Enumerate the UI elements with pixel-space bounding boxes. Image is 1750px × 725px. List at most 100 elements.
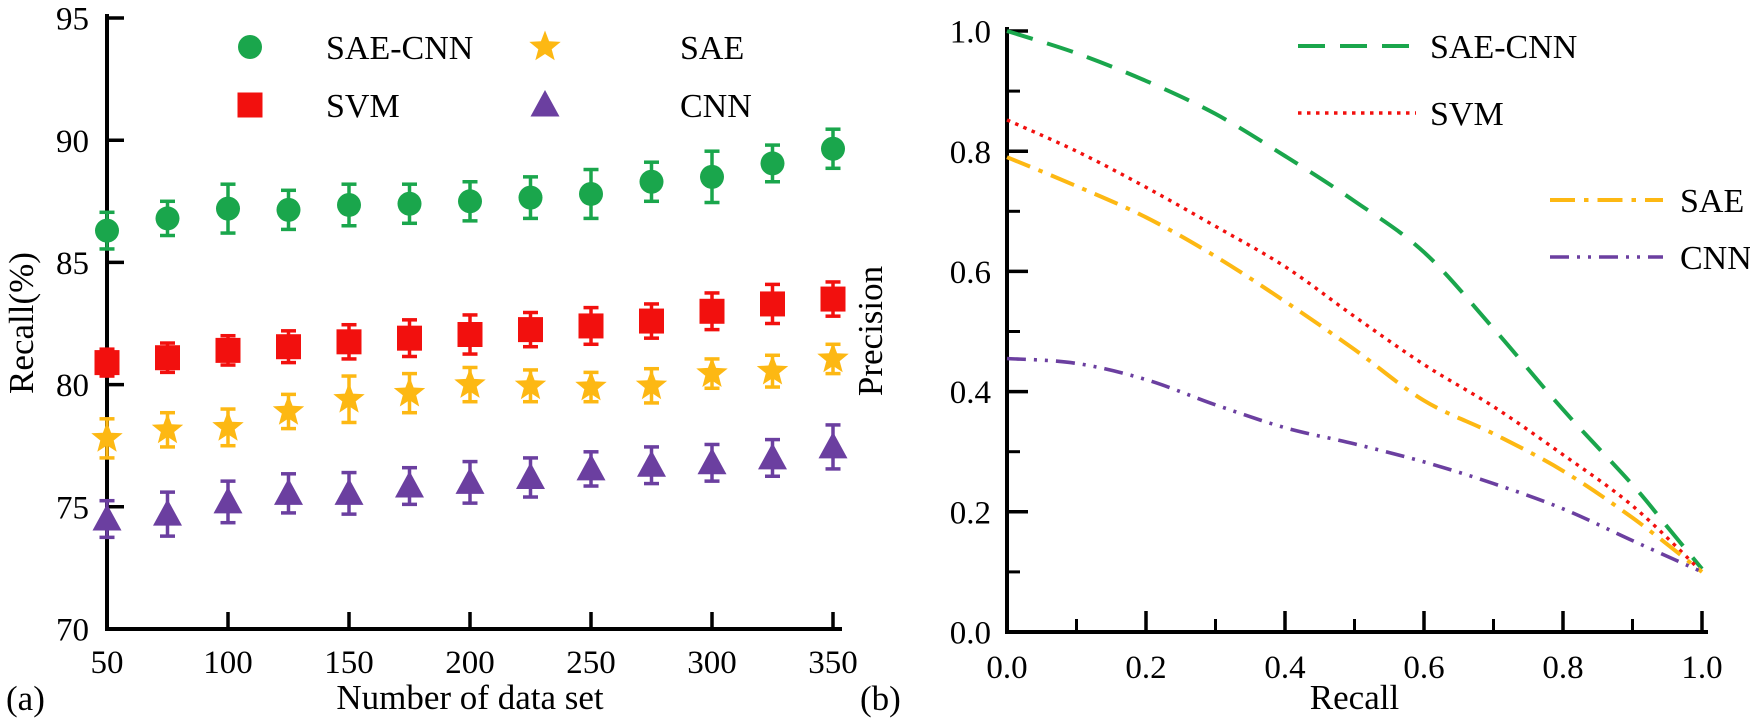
square-legend-marker (237, 92, 263, 118)
y-tick-label: 0.2 (950, 495, 991, 531)
triangle-marker (153, 499, 182, 526)
legend-label: CNN (1680, 240, 1750, 277)
x-tick-label: 0.0 (986, 650, 1027, 686)
circle-marker (700, 164, 724, 189)
triangle-marker (637, 450, 666, 477)
circle-marker (216, 196, 240, 221)
circle-marker (276, 197, 301, 222)
y-tick-label: 1.0 (950, 15, 991, 51)
star-marker (635, 369, 668, 400)
chart-b-y-axis: 0.0 0.2 0.4 0.6 0.8 1.0 (950, 15, 1028, 652)
square-marker (215, 337, 241, 363)
triangle-marker (576, 453, 606, 481)
chart-a-y-axis: 70 75 80 85 90 95 (56, 2, 124, 649)
y-tick-label: 0.4 (950, 375, 991, 411)
circle-marker (397, 191, 422, 216)
chart-a-series-svm (94, 280, 846, 378)
x-tick-label: 300 (687, 645, 737, 681)
square-marker (155, 345, 180, 371)
star-marker (151, 413, 184, 444)
legend-label: SVM (326, 88, 400, 125)
y-tick-label: 0.8 (950, 135, 991, 171)
legend-label: SAE-CNN (326, 30, 473, 67)
triangle-marker (697, 447, 727, 475)
legend-entry-sae-cnn: SAE-CNN (1298, 29, 1577, 66)
triangle-marker (818, 431, 848, 459)
chart-a-x-axis-title: Number of data set (336, 678, 604, 717)
star-marker (212, 410, 244, 441)
legend-label: SAE (1680, 183, 1744, 220)
chart-a-series-cnn (92, 423, 848, 540)
legend-entry-sae: SAE (529, 30, 744, 67)
chart-a-y-axis-title: Recall(%) (2, 252, 41, 394)
circle-marker (337, 192, 361, 217)
square-marker (578, 313, 604, 339)
panel-b-label: (b) (860, 679, 901, 718)
chart-b-curve-cnn (1006, 356, 1703, 574)
x-tick-label: 0.6 (1403, 650, 1444, 686)
panel-a-label: (a) (6, 679, 45, 718)
x-tick-label: 250 (566, 645, 616, 681)
x-tick-label: 0.2 (1125, 650, 1166, 686)
triangle-marker (213, 486, 243, 514)
triangle-marker (92, 504, 122, 531)
star-marker (696, 357, 728, 387)
star-marker (91, 421, 123, 452)
square-marker (820, 286, 846, 312)
x-tick-label: 100 (203, 645, 253, 681)
y-tick-label: 80 (56, 368, 89, 404)
star-marker (514, 369, 547, 400)
triangle-marker (395, 471, 424, 498)
star-marker (756, 354, 789, 385)
chart-b-legend: SAE-CNN SVM SAE CNN (1298, 29, 1750, 277)
star-marker (817, 342, 849, 373)
legend-label: SAE (680, 30, 744, 67)
triangle-marker (455, 467, 485, 494)
x-tick-label: 1.0 (1681, 650, 1722, 686)
chart-b-y-axis-title: Precision (851, 266, 890, 396)
legend-label: SAE-CNN (1430, 29, 1577, 66)
star-marker (575, 370, 607, 401)
legend-entry-cnn: CNN (1550, 240, 1750, 277)
circle-marker (155, 206, 180, 231)
chart-b-curve-sae (1006, 155, 1704, 574)
y-tick-label: 0.0 (950, 616, 991, 652)
chart-b-curve-svm (1006, 118, 1704, 574)
circle-marker (760, 151, 785, 176)
triangle-marker (334, 478, 364, 505)
square-marker (639, 308, 664, 334)
square-marker (336, 329, 362, 355)
legend-entry-svm: SVM (1298, 96, 1504, 133)
chart-b-x-axis: 0.0 0.2 0.4 0.6 0.8 1.0 (986, 611, 1723, 686)
y-tick-label: 85 (56, 246, 89, 282)
legend-label: CNN (680, 88, 752, 125)
chart-a-series-sae-cnn (95, 127, 845, 251)
y-tick-label: 95 (56, 2, 89, 38)
y-tick-label: 0.6 (950, 255, 991, 291)
star-legend-marker (529, 30, 561, 61)
x-tick-label: 50 (91, 645, 124, 681)
chart-b-spines (1005, 27, 1708, 634)
star-marker (454, 368, 486, 398)
star-marker (272, 395, 305, 425)
y-tick-label: 70 (56, 613, 89, 649)
square-marker (518, 317, 543, 343)
chart-a-legend: SAE-CNN SVM SAE CNN (237, 30, 752, 125)
triangle-legend-marker (530, 90, 560, 117)
circle-marker (518, 185, 543, 210)
legend-entry-sae: SAE (1550, 183, 1744, 220)
y-tick-label: 75 (56, 490, 89, 526)
y-tick-label: 90 (56, 124, 89, 160)
chart-b-precision-recall: 0.0 0.2 0.4 0.6 0.8 1.0 0.0 0.2 0.4 0.6 0.8 1.0 Reca… (851, 15, 1750, 717)
chart-b-x-axis-title: Recall (1310, 678, 1400, 717)
triangle-marker (516, 462, 545, 489)
triangle-marker (758, 442, 787, 470)
circle-marker (95, 218, 119, 243)
star-marker (333, 382, 365, 413)
square-marker (760, 291, 785, 317)
x-tick-label: 0.8 (1542, 650, 1583, 686)
chart-b-curve-sae-cnn (1006, 29, 1704, 571)
chart-a-recall-vs-dataset: 70 75 80 85 90 95 50 100 150 200 250 300 350 Number o… (2, 2, 858, 717)
circle-legend-marker (238, 35, 262, 59)
